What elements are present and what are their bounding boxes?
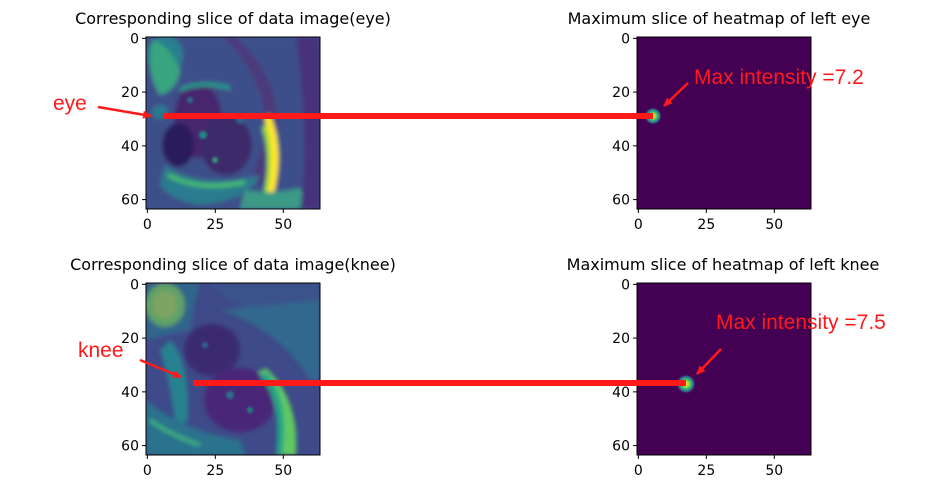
knee-heatmap-xtick-label: 25 <box>697 463 715 479</box>
knee-image-ticks: 0 25 50 0 20 40 60 <box>121 277 292 479</box>
knee-heatmap-ticks: 0 25 50 0 20 40 60 <box>612 277 783 479</box>
eye-image-ytick-label: 20 <box>121 85 139 101</box>
eye-image-ytick-label: 60 <box>121 193 139 209</box>
eye-heatmap-xtick-label: 25 <box>697 217 715 233</box>
eye-image-ticks: 0 25 50 0 20 40 60 <box>121 31 292 233</box>
eye-max-arrow <box>663 82 689 107</box>
knee-max-arrow <box>696 348 722 375</box>
eye-heatmap-ytick-label: 20 <box>612 85 630 101</box>
annotations: eye Max intensity =7.2 knee Max intensit… <box>53 66 886 386</box>
panel-eye-heatmap: Maximum slice of heatmap of left eye 0 25… <box>568 9 871 233</box>
eye-heatmap-xtick-label: 50 <box>765 217 783 233</box>
eye-image-axes-frame <box>145 36 321 210</box>
eye-image-ytick-label: 0 <box>130 31 139 47</box>
panel-knee-heatmap: Maximum slice of heatmap of left knee 0 2… <box>567 255 880 479</box>
eye-label-arrow <box>97 105 152 119</box>
eye-heatmap-ytick-label: 60 <box>612 193 630 209</box>
knee-heatmap-ytick-label: 60 <box>612 439 630 455</box>
eye-image-xtick-label: 0 <box>143 217 152 233</box>
eye-image-xtick-label: 25 <box>206 217 224 233</box>
panel-knee-heatmap-title: Maximum slice of heatmap of left knee <box>567 255 880 274</box>
eye-heatmap-ticks: 0 25 50 0 20 40 60 <box>612 31 783 233</box>
eye-max-intensity-label: Max intensity =7.2 <box>694 66 864 89</box>
panel-eye-image-title: Corresponding slice of data image(eye) <box>75 9 391 28</box>
panel-knee-image: Corresponding slice of data image(knee) <box>70 255 396 479</box>
panel-eye-image: Corresponding slice of data image(eye) <box>75 9 391 233</box>
knee-heatmap-background <box>637 283 811 455</box>
knee-heatmap-ytick-label: 40 <box>612 385 630 401</box>
eye-heatmap-ytick-label: 40 <box>612 139 630 155</box>
eye-heatmap-axes-frame <box>636 36 812 210</box>
knee-label: knee <box>78 339 124 362</box>
eye-label: eye <box>53 92 87 115</box>
knee-image-ytick-label: 20 <box>121 331 139 347</box>
knee-heatmap-ytick-label: 20 <box>612 331 630 347</box>
panel-knee-image-title: Corresponding slice of data image(knee) <box>70 255 396 274</box>
knee-image-axes-frame <box>145 282 321 456</box>
knee-image-ytick-label: 60 <box>121 439 139 455</box>
knee-heatmap-axes-frame <box>636 282 812 456</box>
eye-image-pixels <box>146 37 320 209</box>
knee-image-pixels <box>146 283 320 455</box>
eye-heatmap-xtick-label: 0 <box>634 217 643 233</box>
knee-image-xtick-label: 0 <box>143 463 152 479</box>
knee-image-ytick-label: 40 <box>121 385 139 401</box>
knee-image-xtick-label: 50 <box>274 463 292 479</box>
eye-heatmap-ytick-label: 0 <box>621 31 630 47</box>
knee-label-arrow <box>139 358 182 379</box>
eye-heatmap-background <box>637 37 811 209</box>
eye-image-xtick-label: 50 <box>274 217 292 233</box>
panel-eye-heatmap-title: Maximum slice of heatmap of left eye <box>568 9 871 28</box>
knee-heatmap-xtick-label: 50 <box>765 463 783 479</box>
knee-heatmap-xtick-label: 0 <box>634 463 643 479</box>
knee-image-xtick-label: 25 <box>206 463 224 479</box>
knee-max-intensity-label: Max intensity =7.5 <box>716 311 886 334</box>
eye-image-ytick-label: 40 <box>121 139 139 155</box>
knee-image-ytick-label: 0 <box>130 277 139 293</box>
knee-heatmap-ytick-label: 0 <box>621 277 630 293</box>
